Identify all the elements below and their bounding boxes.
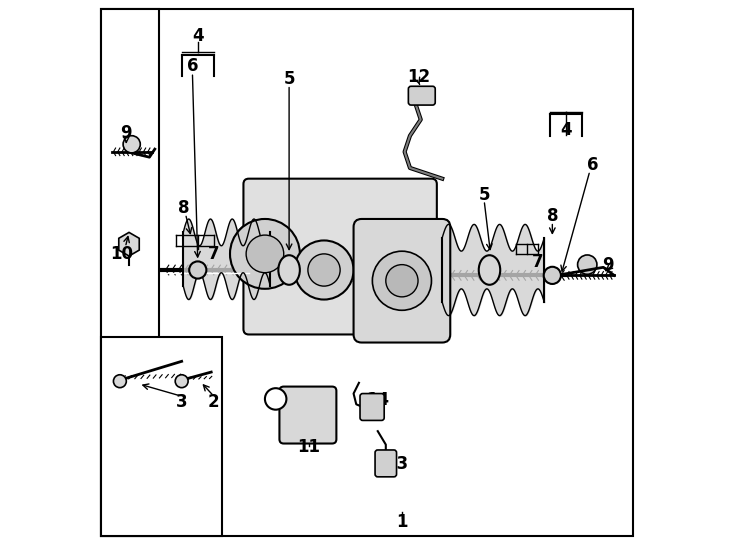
Text: 5: 5: [283, 70, 295, 88]
Ellipse shape: [278, 255, 300, 285]
FancyBboxPatch shape: [354, 219, 450, 342]
FancyBboxPatch shape: [375, 450, 396, 477]
Text: 8: 8: [547, 207, 558, 225]
Circle shape: [230, 219, 300, 289]
Circle shape: [123, 136, 140, 153]
FancyBboxPatch shape: [280, 387, 336, 443]
Text: 4: 4: [192, 28, 203, 45]
Text: 7: 7: [208, 245, 219, 263]
Text: 2: 2: [208, 393, 219, 410]
Text: 8: 8: [178, 199, 189, 217]
Circle shape: [308, 254, 340, 286]
Circle shape: [294, 240, 354, 300]
Text: 9: 9: [120, 124, 132, 142]
Text: 10: 10: [110, 245, 133, 263]
Text: 6: 6: [587, 156, 598, 174]
FancyBboxPatch shape: [244, 179, 437, 334]
Circle shape: [246, 235, 284, 273]
Text: 7: 7: [532, 253, 544, 271]
Circle shape: [386, 265, 418, 297]
Bar: [101, 9, 159, 536]
Circle shape: [372, 251, 432, 310]
Text: 3: 3: [176, 393, 187, 410]
Circle shape: [189, 261, 206, 279]
Circle shape: [578, 255, 597, 274]
Text: 4: 4: [560, 122, 572, 139]
Circle shape: [544, 267, 561, 284]
Text: 1: 1: [396, 514, 407, 531]
Circle shape: [114, 375, 126, 388]
FancyBboxPatch shape: [408, 86, 435, 105]
Circle shape: [265, 388, 286, 410]
Text: 13: 13: [385, 455, 408, 474]
Text: 14: 14: [366, 391, 389, 409]
Text: 5: 5: [479, 186, 490, 204]
Text: 12: 12: [407, 68, 430, 86]
Text: 6: 6: [186, 57, 198, 75]
Ellipse shape: [479, 255, 501, 285]
FancyBboxPatch shape: [360, 394, 384, 421]
Text: 9: 9: [602, 255, 614, 274]
Text: 11: 11: [297, 438, 321, 456]
Bar: [101, 337, 222, 536]
Circle shape: [175, 375, 188, 388]
